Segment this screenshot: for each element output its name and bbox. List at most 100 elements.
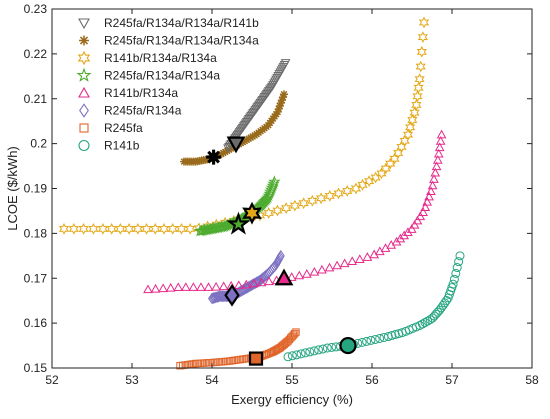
data-point: [300, 348, 310, 358]
y-tick-label: 0.19: [24, 182, 48, 196]
data-point: [97, 222, 109, 235]
data-point: [273, 345, 282, 353]
data-point: [106, 222, 117, 235]
data-point: [294, 270, 305, 280]
data-point: [407, 114, 418, 126]
legend-item: R141b/R134a/R134a: [77, 50, 217, 66]
data-point: [324, 262, 335, 272]
data-point: [301, 268, 312, 278]
data-point: [123, 222, 135, 235]
data-point: [415, 60, 426, 73]
data-point: [176, 222, 187, 235]
data-point: [412, 215, 423, 225]
data-point: [332, 260, 342, 270]
data-point: [370, 334, 380, 344]
data-point: [429, 174, 439, 183]
data-point: [305, 347, 315, 357]
data-point: [280, 90, 288, 99]
data-point: [309, 346, 319, 356]
data-point: [309, 266, 320, 276]
y-tick-label: 0.16: [24, 316, 48, 330]
y-tick-label: 0.17: [24, 271, 48, 285]
legend-label: R141b/R134a: [104, 86, 178, 100]
y-axis-title: LCOE ($/kWh): [5, 146, 20, 231]
data-point: [383, 332, 393, 342]
optimum-marks: [206, 136, 357, 366]
x-tick-label: 54: [205, 373, 219, 387]
data-point: [158, 222, 170, 235]
data-point: [385, 157, 396, 170]
legend-label: R245fa: [104, 121, 143, 135]
data-point: [263, 207, 274, 219]
data-point: [281, 202, 292, 214]
legend-marker: [76, 67, 92, 82]
data-point: [322, 343, 332, 353]
data-point: [417, 319, 427, 329]
y-tick-label: 0.21: [24, 92, 48, 106]
legend-label: R245fa/R134a: [104, 104, 182, 118]
legend-item: R141b/R134a: [78, 86, 178, 100]
legend-marker: [79, 35, 89, 46]
legend-marker: [78, 18, 90, 30]
data-point: [188, 282, 199, 291]
data-point: [362, 336, 372, 346]
data-point: [315, 192, 327, 205]
data-point: [387, 331, 397, 341]
data-point: [78, 222, 89, 235]
data-point: [422, 196, 433, 206]
data-point: [380, 162, 391, 175]
data-point: [449, 274, 459, 284]
legend-item: R245fa: [79, 121, 143, 135]
data-point: [233, 280, 244, 290]
data-point: [451, 268, 461, 278]
data-point: [339, 258, 350, 268]
data-point: [217, 290, 226, 303]
data-point: [180, 282, 191, 291]
data-point: [333, 187, 344, 200]
data-point: [150, 222, 161, 235]
legend-marker: [79, 103, 89, 118]
data-point: [423, 316, 433, 326]
data-point: [314, 345, 324, 355]
data-point: [350, 182, 362, 195]
legend-marker: [77, 50, 91, 66]
data-point: [218, 281, 229, 291]
data-point: [68, 222, 79, 235]
legend-item: R141b: [78, 139, 140, 153]
data-point: [427, 180, 438, 190]
data-point: [318, 344, 328, 354]
data-point: [289, 199, 301, 212]
data-point: [376, 167, 387, 180]
data-point: [431, 161, 442, 171]
data-point: [370, 171, 381, 184]
data-point: [406, 224, 417, 233]
optimum-point: [226, 136, 246, 154]
data-point: [426, 186, 436, 196]
data-point: [150, 283, 161, 293]
data-point: [412, 90, 423, 103]
optimum-point: [248, 351, 264, 366]
data-point: [292, 350, 302, 360]
data-point: [281, 339, 290, 347]
legend-marker: [78, 86, 90, 98]
data-point: [409, 106, 420, 119]
data-point: [218, 290, 227, 303]
data-point: [165, 282, 176, 292]
series-6: [207, 249, 285, 305]
optimum-point: [206, 149, 222, 165]
legend: R245fa/R134a/R134a/R141b R245fa/R134a/R13…: [76, 16, 259, 153]
data-point: [448, 279, 458, 289]
legend-item: R245fa/R134a: [79, 103, 182, 118]
data-point: [402, 128, 414, 141]
data-point: [256, 277, 267, 287]
legend-marker: [79, 123, 89, 133]
data-point: [415, 211, 426, 221]
data-point: [430, 167, 441, 177]
data-point: [264, 276, 274, 286]
data-point: [455, 251, 465, 261]
data-point: [196, 282, 206, 291]
legend-item: R245fa/R134a/R134a/R134a: [79, 34, 259, 48]
data-point: [414, 73, 425, 86]
data-point: [454, 257, 464, 267]
data-point: [203, 282, 214, 291]
